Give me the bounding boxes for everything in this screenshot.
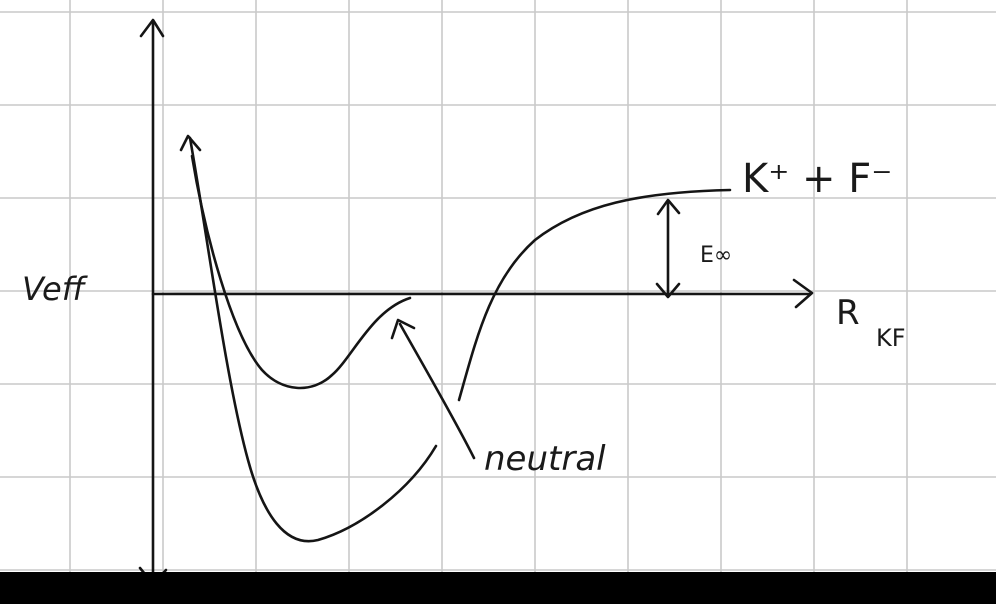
ionic-curve [188,136,438,543]
neutral-pointer-arrow [390,318,476,460]
curve-start-arrowhead [179,134,202,152]
neutral-curve [190,154,412,390]
x-axis [151,278,814,309]
y-axis-label: Veff [22,270,89,308]
x-axis-label-sub: KF [876,324,906,352]
gap-double-arrow [655,198,681,299]
bottom-black-bar [0,572,996,604]
neutral-label: neutral [484,439,606,479]
x-axis-label-main: R [836,293,860,333]
ionic-curve-upper [457,188,732,402]
asymptote-label: K⁺ + F⁻ [742,156,892,202]
gap-label: E∞ [700,243,732,268]
